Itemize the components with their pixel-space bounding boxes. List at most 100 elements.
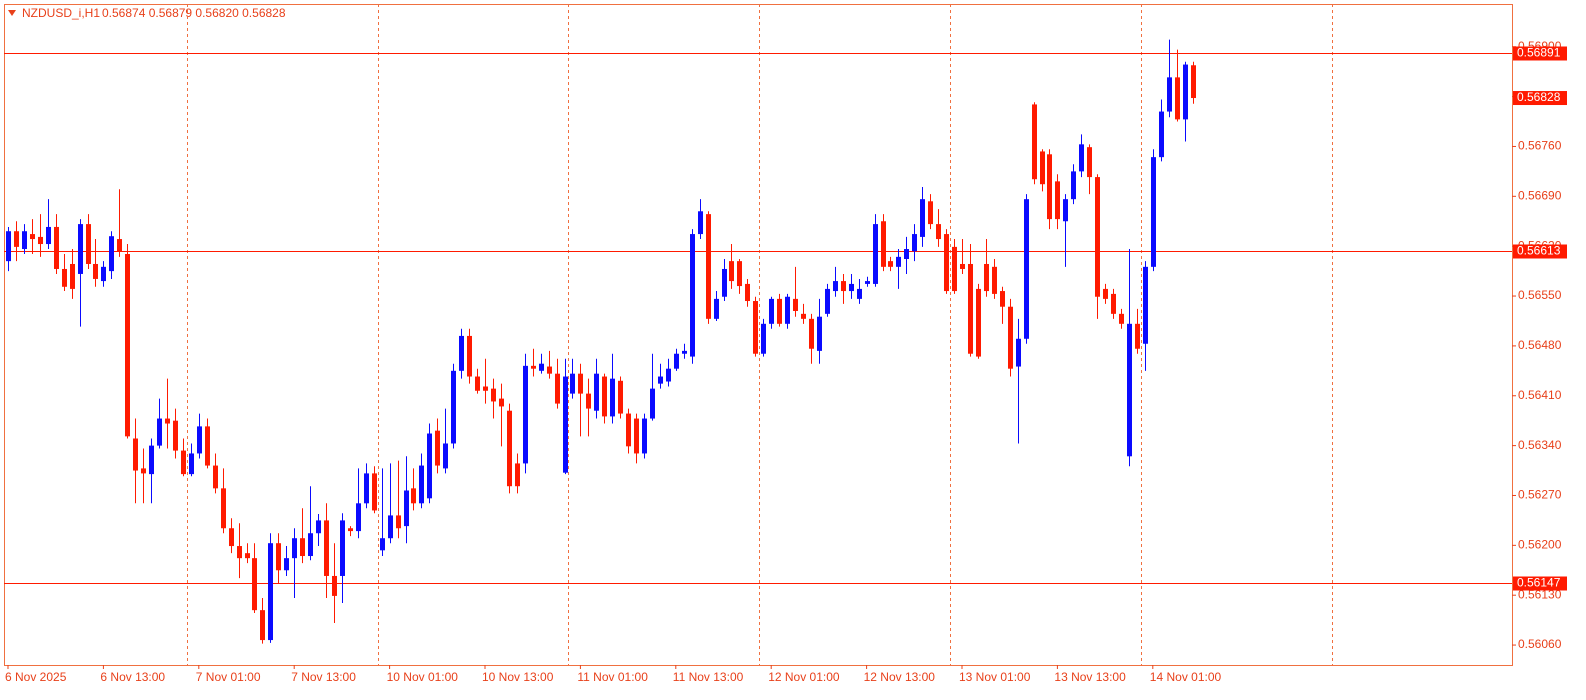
- candle-body: [904, 249, 909, 259]
- candle-body: [1135, 323, 1140, 349]
- candle-body: [833, 281, 838, 292]
- x-tick-label: 12 Nov 13:00: [864, 670, 936, 684]
- candle-body: [745, 283, 750, 302]
- candle-body: [70, 263, 75, 289]
- candle-body: [237, 546, 242, 559]
- candle-body: [93, 263, 98, 279]
- y-tick-label: 0.56200: [1518, 538, 1562, 552]
- candle-body: [332, 575, 337, 596]
- candle-body: [1032, 104, 1037, 180]
- candle-body: [936, 224, 941, 240]
- candle-body: [666, 368, 671, 382]
- candle-body: [1183, 64, 1188, 120]
- candle-body: [658, 376, 663, 384]
- candle-layer: [6, 39, 1196, 644]
- candle-body: [86, 224, 91, 264]
- x-tick-label: 7 Nov 13:00: [291, 670, 356, 684]
- candle-body: [539, 363, 544, 371]
- candle-body: [952, 246, 957, 292]
- level-box: [1513, 576, 1567, 591]
- candle-body: [483, 386, 488, 391]
- candle-body: [260, 610, 265, 641]
- candle-body: [276, 543, 281, 571]
- candle-body: [729, 261, 734, 282]
- candle-body: [348, 528, 353, 532]
- candle-body: [547, 366, 552, 374]
- level-label: 0.56891: [1517, 46, 1561, 60]
- candle-body: [817, 316, 822, 351]
- candle-body: [300, 538, 305, 557]
- candle-body: [245, 553, 250, 559]
- candle-body: [284, 558, 289, 571]
- candle-body: [451, 370, 456, 444]
- y-tick-label: 0.56340: [1518, 438, 1562, 452]
- y-tick-label: 0.56480: [1518, 338, 1562, 352]
- candle-body: [1079, 144, 1084, 172]
- candle-body: [563, 376, 568, 473]
- candle-body: [1063, 199, 1068, 222]
- candle-body: [133, 438, 138, 471]
- candle-body: [777, 298, 782, 324]
- candle-body: [388, 515, 393, 539]
- candle-body: [467, 335, 472, 377]
- candle-body: [570, 373, 575, 394]
- candle-body: [698, 211, 703, 235]
- candle-body: [1159, 111, 1164, 158]
- x-tick-label: 12 Nov 01:00: [768, 670, 840, 684]
- candle-body: [944, 234, 949, 292]
- candle-body: [1103, 288, 1108, 299]
- candle-body: [149, 445, 154, 475]
- x-tick-label: 13 Nov 13:00: [1054, 670, 1126, 684]
- candle-body: [62, 268, 67, 287]
- candle-body: [928, 201, 933, 225]
- candle-body: [706, 214, 711, 319]
- candle-body: [435, 430, 440, 466]
- candle-body: [1047, 154, 1052, 220]
- candle-body: [419, 465, 424, 504]
- candle-body: [1191, 65, 1196, 99]
- candle-body: [30, 234, 35, 240]
- candle-body: [1040, 151, 1045, 185]
- x-tick-label: 6 Nov 13:00: [100, 670, 165, 684]
- candle-body: [1127, 323, 1132, 457]
- candle-body: [125, 254, 130, 437]
- candle-body: [801, 313, 806, 319]
- candle-body: [46, 226, 51, 245]
- candle-body: [1024, 199, 1029, 339]
- x-tick-label: 11 Nov 13:00: [673, 670, 744, 684]
- candle-body: [1167, 77, 1172, 112]
- candle-body: [268, 543, 273, 641]
- candle-body: [722, 268, 727, 297]
- candle-body: [213, 465, 218, 489]
- candle-body: [793, 298, 798, 311]
- candle-body: [753, 301, 758, 354]
- candle-body: [626, 413, 631, 447]
- candle-body: [594, 373, 599, 411]
- candle-body: [531, 365, 536, 369]
- chart-subtitle: 0.56874 0.56879 0.56820 0.56828: [102, 6, 286, 20]
- chart-title: NZDUSD_i,H1: [22, 6, 100, 20]
- candle-body: [785, 296, 790, 324]
- candle-body: [769, 298, 774, 324]
- candle-body: [22, 231, 27, 250]
- candle-body: [109, 236, 114, 272]
- candle-body: [78, 224, 83, 274]
- candle-body: [229, 528, 234, 547]
- candle-body: [610, 378, 615, 417]
- candle-body: [197, 426, 202, 454]
- x-tick-label: 7 Nov 01:00: [196, 670, 261, 684]
- candle-body: [189, 453, 194, 475]
- candle-body: [896, 256, 901, 267]
- candle-body: [714, 298, 719, 319]
- candle-body: [141, 468, 146, 474]
- y-tick-label: 0.56760: [1518, 139, 1562, 153]
- candle-body: [1087, 147, 1092, 178]
- candle-body: [372, 473, 377, 511]
- header-icon[interactable]: [8, 10, 16, 16]
- candle-body: [396, 515, 401, 529]
- candle-body: [578, 373, 583, 394]
- x-tick-label: 14 Nov 01:00: [1150, 670, 1222, 684]
- candle-body: [157, 418, 162, 446]
